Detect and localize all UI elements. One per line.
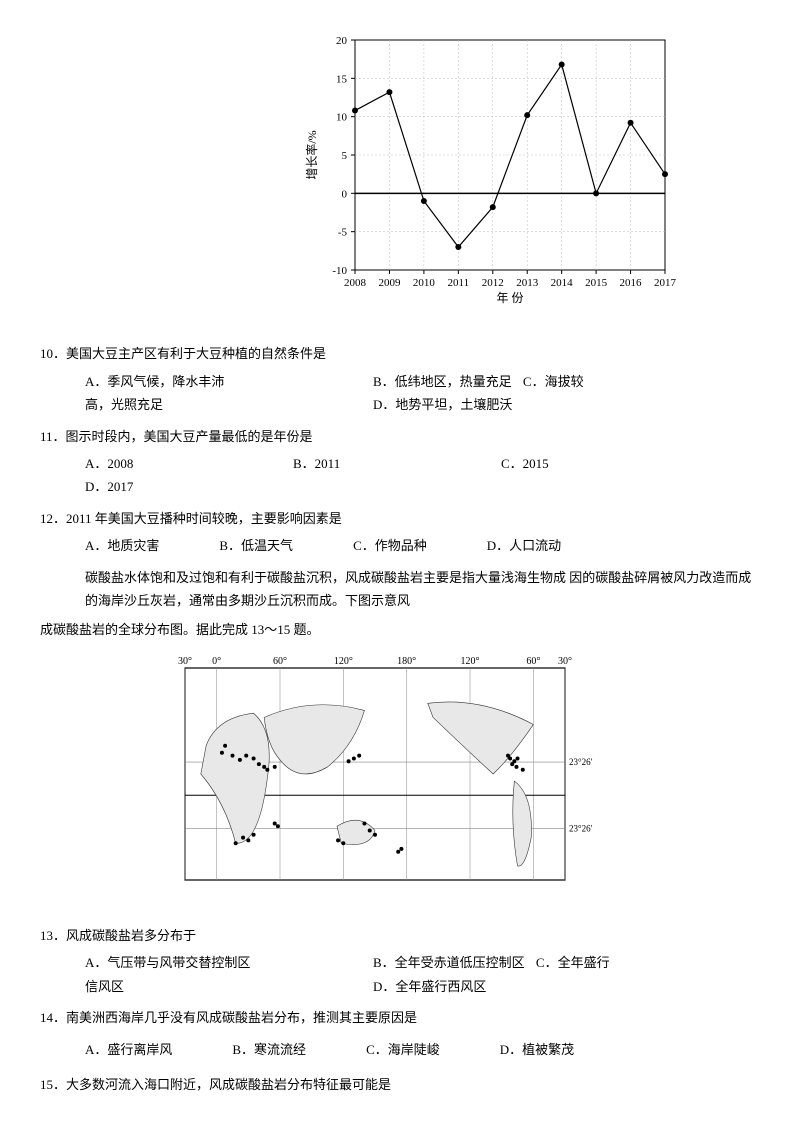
q-text: 风成碳酸盐岩多分布于: [66, 928, 196, 943]
svg-text:2011: 2011: [448, 277, 470, 289]
q13-options: A．气压带与风带交替控制区 B．全年受赤道低压控制区 C．全年盛行 信风区 D．全年…: [85, 951, 754, 998]
world-map: 30° 0° 60° 120° 180° 120° 60° 30° 23°26′ 23°26′: [160, 650, 754, 912]
q14-options: A．盛行离岸风 B．寒流流经 C．海岸陡峻 D．植被繁茂: [85, 1038, 754, 1061]
svg-text:120°: 120°: [461, 656, 480, 667]
svg-text:2017: 2017: [654, 277, 677, 289]
opt-b: B．2011: [293, 452, 493, 475]
svg-text:30°: 30°: [558, 656, 572, 667]
svg-text:20: 20: [336, 35, 348, 47]
question-12: 12．2011 年美国大豆播种时间较晚，主要影响因素是: [40, 507, 754, 530]
svg-text:30°: 30°: [178, 656, 192, 667]
opt-d: D．人口流动: [487, 534, 561, 557]
opt-b: B．寒流流经: [232, 1038, 306, 1061]
svg-text:2016: 2016: [620, 277, 643, 289]
q-text: 2011 年美国大豆播种时间较晚，主要影响因素是: [66, 511, 342, 526]
question-15: 15．大多数河流入海口附近，风成碳酸盐岩分布特征最可能是: [40, 1073, 754, 1096]
opt-a: A．季风气候，降水丰沛: [85, 370, 365, 393]
q11-options: A．2008 B．2011 C．2015 D．2017: [85, 452, 754, 499]
q10-options: A．季风气候，降水丰沛 B．低纬地区，热量充足 C．海拔较 高，光照充足 D．地势平…: [85, 370, 754, 417]
svg-text:60°: 60°: [526, 656, 540, 667]
svg-text:0: 0: [342, 188, 348, 200]
opt-b: B．全年受赤道低压控制区: [373, 951, 525, 974]
opt-a: A．地质灾害: [85, 534, 159, 557]
svg-text:5: 5: [342, 150, 348, 162]
opt-c-cont: 高，光照充足: [85, 393, 365, 416]
question-14: 14．南美洲西海岸几乎没有风成碳酸盐岩分布，推测其主要原因是: [40, 1006, 754, 1029]
q-num: 15．: [40, 1077, 66, 1092]
opt-c: C．2015: [501, 452, 549, 475]
opt-c: C．作物品种: [353, 534, 427, 557]
opt-d: D．地势平坦，土壤肥沃: [373, 393, 512, 416]
opt-a: A．2008: [85, 452, 285, 475]
svg-text:23°26′: 23°26′: [569, 757, 593, 767]
opt-d: D．全年盛行西风区: [373, 975, 486, 998]
question-13: 13．风成碳酸盐岩多分布于: [40, 924, 754, 947]
q-text: 美国大豆主产区有利于大豆种植的自然条件是: [66, 346, 326, 361]
q12-options: A．地质灾害 B．低温天气 C．作物品种 D．人口流动: [85, 534, 754, 557]
q-num: 11．: [40, 429, 66, 444]
svg-text:-5: -5: [338, 227, 348, 239]
opt-d: D．植被繁茂: [500, 1038, 574, 1061]
passage-line2: 成碳酸盐岩的全球分布图。据此完成 13～15 题。: [40, 618, 754, 641]
line-chart-svg: -10 -5 0 5 10 15 20 2008 2009 2010 2011 2012 2013 201…: [300, 30, 680, 320]
opt-c: C．海岸陡峻: [366, 1038, 440, 1061]
svg-text:-10: -10: [332, 265, 347, 277]
question-11: 11．图示时段内，美国大豆产量最低的是年份是: [40, 425, 754, 448]
svg-text:15: 15: [336, 73, 348, 85]
opt-b: B．低纬地区，热量充足: [373, 370, 512, 393]
svg-text:2008: 2008: [344, 277, 367, 289]
opt-c: C．全年盛行: [536, 951, 610, 974]
opt-b: B．低温天气: [219, 534, 293, 557]
passage-line1: 碳酸盐水体饱和及过饱和有利于碳酸盐沉积，风成碳酸盐岩主要是指大量浅海生物成 因的…: [85, 566, 754, 613]
svg-text:2010: 2010: [413, 277, 436, 289]
svg-text:2015: 2015: [585, 277, 608, 289]
svg-text:0°: 0°: [212, 656, 221, 667]
opt-d: D．2017: [85, 475, 133, 498]
opt-c: C．海拔较: [523, 370, 584, 393]
q-text: 南美洲西海岸几乎没有风成碳酸盐岩分布，推测其主要原因是: [66, 1010, 417, 1025]
svg-text:10: 10: [336, 112, 348, 124]
svg-text:2014: 2014: [551, 277, 574, 289]
svg-text:年 份: 年 份: [496, 291, 523, 305]
opt-a: A．气压带与风带交替控制区: [85, 951, 365, 974]
growth-chart: -10 -5 0 5 10 15 20 2008 2009 2010 2011 2012 2013 201…: [300, 30, 754, 327]
question-10: 10．美国大豆主产区有利于大豆种植的自然条件是: [40, 342, 754, 365]
q-text: 图示时段内，美国大豆产量最低的是年份是: [66, 429, 313, 444]
svg-text:23°26′: 23°26′: [569, 823, 593, 833]
q-text: 大多数河流入海口附近，风成碳酸盐岩分布特征最可能是: [66, 1077, 391, 1092]
q-num: 10．: [40, 346, 66, 361]
svg-text:2012: 2012: [482, 277, 504, 289]
svg-text:60°: 60°: [273, 656, 287, 667]
svg-text:2009: 2009: [378, 277, 401, 289]
svg-text:180°: 180°: [397, 656, 416, 667]
q-num: 14．: [40, 1010, 66, 1025]
map-svg: 30° 0° 60° 120° 180° 120° 60° 30° 23°26′ 23°26′: [160, 650, 600, 905]
svg-text:2013: 2013: [516, 277, 539, 289]
svg-text:增长率/%: 增长率/%: [304, 130, 319, 179]
svg-text:120°: 120°: [334, 656, 353, 667]
q-num: 12．: [40, 511, 66, 526]
q-num: 13．: [40, 928, 66, 943]
opt-c-cont: 信风区: [85, 975, 365, 998]
opt-a: A．盛行离岸风: [85, 1038, 172, 1061]
